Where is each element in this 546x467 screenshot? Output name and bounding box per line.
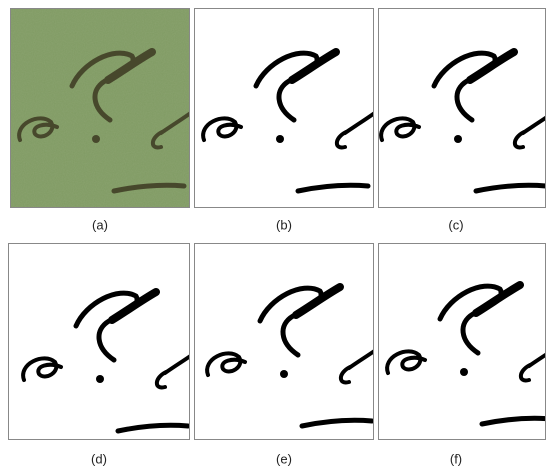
panel-label: (f): [450, 451, 462, 466]
image-panel: [378, 8, 546, 208]
panel-label: (a): [92, 217, 108, 232]
panel-background: [378, 243, 546, 440]
image-panel: [8, 243, 196, 440]
figure: (a) (b) (c) (d) (e) (f): [0, 0, 546, 467]
panel-label: (d): [91, 451, 107, 466]
image-panel: [194, 243, 380, 440]
image-panel: [10, 8, 192, 208]
panel-label: (e): [276, 451, 292, 466]
panel-label: (b): [276, 217, 292, 232]
image-panel: [194, 8, 376, 208]
image-panel: [378, 243, 546, 440]
panel-label: (c): [448, 217, 463, 232]
